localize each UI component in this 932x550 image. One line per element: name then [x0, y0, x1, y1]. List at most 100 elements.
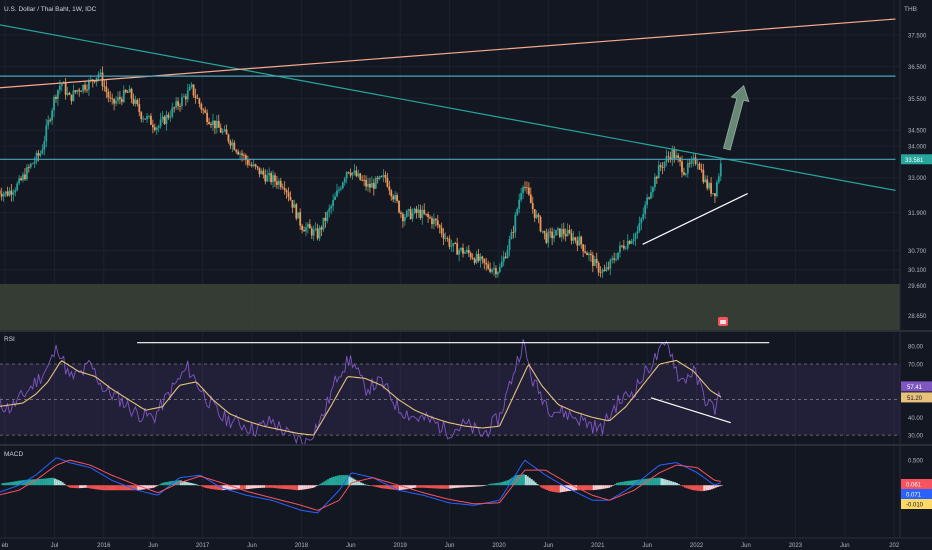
projection-arrow[interactable]: [723, 84, 750, 151]
macd-histogram-bar: [175, 480, 178, 486]
candle-body: [363, 179, 366, 181]
candle-body: [148, 115, 150, 117]
candle-body: [175, 101, 178, 108]
macd-histogram-bar: [79, 485, 82, 489]
trendline-0[interactable]: [0, 22, 896, 191]
macd-histogram-bar: [170, 481, 173, 486]
price-tick-label: 31.900: [908, 211, 927, 217]
candle-body: [380, 176, 383, 178]
candle-body: [619, 245, 621, 253]
candle-body: [429, 217, 431, 219]
time-axis[interactable]: eb Jul 2016 Jun 2017 Jun 2018 Jun 2019 Jun 2020 Jun…: [2, 543, 900, 549]
macd-histogram-bar: [507, 480, 510, 486]
macd-histogram-bar: [5, 482, 8, 486]
time-tick-label: Jun: [840, 543, 850, 549]
candle-body: [601, 269, 604, 273]
macd-histogram-bar: [425, 485, 428, 488]
macd-histogram-bar: [1, 483, 4, 486]
candle-body: [659, 165, 662, 167]
macd-histogram-bar: [367, 485, 370, 486]
macd-histogram-bar: [513, 476, 516, 486]
candle-body: [314, 228, 317, 230]
macd-histogram-bar: [329, 478, 332, 486]
candle-body: [496, 272, 499, 275]
macd-histogram-bar: [447, 485, 450, 489]
rsi-line[interactable]: [0, 339, 722, 448]
candle-body: [215, 121, 218, 129]
macd-pane[interactable]: [0, 457, 723, 514]
candle-body: [409, 209, 412, 219]
candle-body: [562, 228, 565, 235]
time-tick-label: Jun: [741, 543, 751, 549]
candle-body: [155, 127, 158, 130]
candle-body: [355, 170, 358, 177]
macd-histogram-bar: [433, 485, 436, 489]
candle-body: [248, 164, 251, 166]
candle-body: [692, 157, 695, 160]
macd-histogram-bar: [276, 485, 279, 489]
candle-body: [500, 261, 503, 268]
macd-histogram-bar: [542, 485, 545, 489]
macd-histogram-bar: [594, 485, 597, 490]
histogram-value-label: -0.010: [906, 503, 924, 509]
trendline-4[interactable]: [642, 193, 748, 245]
rsi-trendline-1[interactable]: [650, 397, 731, 424]
macd-histogram-bar: [80, 485, 83, 488]
candle-body: [667, 156, 670, 158]
macd-value-label: 0.061: [906, 483, 922, 489]
macd-histogram-bar: [548, 485, 551, 491]
candle-body: [281, 187, 284, 189]
price-pane[interactable]: [0, 18, 896, 279]
macd-histogram-bar: [681, 485, 684, 487]
candle-body: [8, 190, 11, 196]
macd-histogram-bar: [489, 483, 492, 486]
candle-body: [212, 120, 214, 126]
rsi-axis[interactable]: 80.00 70.00 57.41 51.20 40.00 30.00: [901, 345, 932, 440]
macd-histogram-bar: [501, 481, 504, 486]
candle-body: [444, 238, 447, 239]
macd-axis[interactable]: 0.500 0.061 0.071 -0.010: [901, 459, 932, 509]
macd-histogram-bar: [210, 485, 213, 490]
candle-body: [607, 267, 610, 269]
trendline-1[interactable]: [0, 18, 896, 89]
signal-line[interactable]: [0, 459, 721, 511]
price-axis[interactable]: 37.500 36.500 35.500 34.500 34.000 33.000 31.9…: [901, 33, 932, 320]
macd-histogram-bar: [431, 485, 434, 489]
macd-histogram-bar: [286, 485, 289, 490]
candle-body: [111, 98, 114, 99]
macd-histogram-bar: [396, 485, 399, 491]
rsi-ma-label: 51.20: [907, 396, 923, 402]
time-tick-label: Jun: [445, 543, 455, 549]
candle-body: [24, 174, 26, 180]
candle-body: [479, 256, 482, 261]
candle-body: [266, 175, 269, 182]
rsi-ma-line[interactable]: [0, 359, 722, 436]
macd-histogram-bar: [110, 485, 113, 491]
time-tick-label: 202: [889, 543, 900, 549]
candle-body: [93, 81, 96, 83]
macd-histogram-bar: [18, 480, 21, 486]
macd-histogram-bar: [243, 485, 246, 490]
candle-body: [652, 187, 654, 193]
candle-body: [157, 126, 160, 128]
candle-body: [446, 238, 449, 239]
candle-body: [136, 99, 139, 105]
rsi-pane[interactable]: [0, 339, 900, 448]
events-icon[interactable]: [718, 317, 728, 326]
macd-histogram-bar: [571, 485, 574, 491]
macd-title: MACD: [4, 451, 23, 458]
candle-body: [345, 171, 348, 179]
candle-body: [438, 225, 441, 228]
candle-body: [241, 153, 243, 156]
candle-body: [99, 72, 102, 74]
candle-body: [624, 248, 627, 250]
candle-body: [289, 197, 292, 201]
macd-line[interactable]: [0, 457, 721, 514]
candle-body: [539, 216, 542, 232]
macd-histogram-bar: [699, 485, 702, 492]
macd-histogram-bar: [679, 485, 682, 486]
candle-body: [491, 269, 493, 272]
macd-histogram-bar: [42, 478, 45, 486]
candle-body: [144, 118, 147, 120]
